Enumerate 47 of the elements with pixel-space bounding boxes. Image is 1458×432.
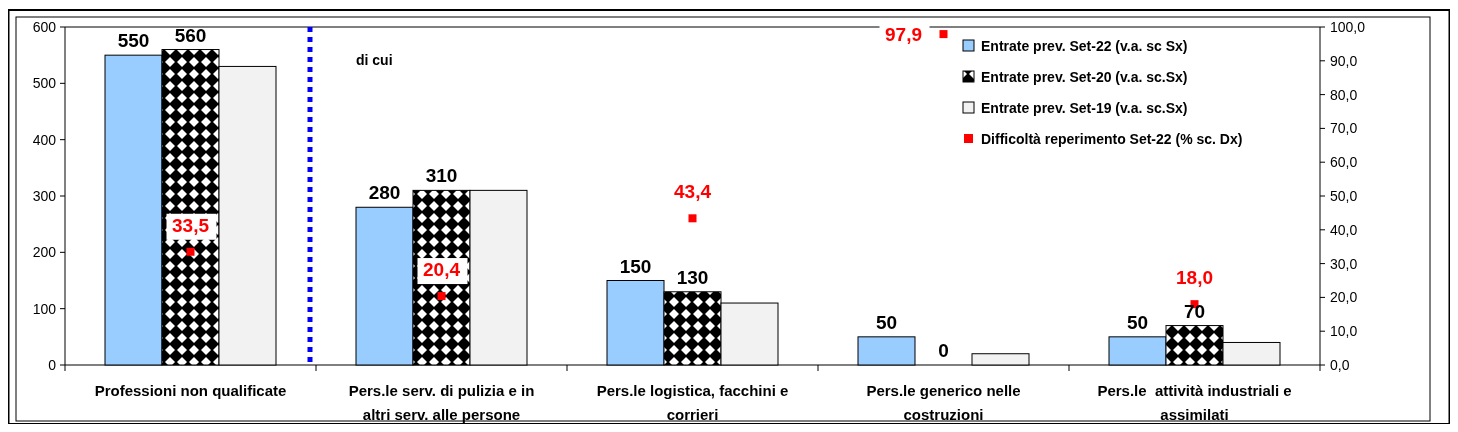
legend-label: Entrate prev. Set-19 (v.a. sc.Sx) <box>981 99 1188 116</box>
y-tick-label: 500 <box>32 75 57 92</box>
y2-tick-label: 70,0 <box>1330 120 1358 137</box>
y2-tick-label: 90,0 <box>1330 52 1358 69</box>
legend-label: Entrate prev. Set-22 (v.a. sc Sx) <box>981 37 1188 54</box>
y-tick-label: 300 <box>32 187 57 204</box>
y2-tick-label: 100,0 <box>1330 18 1366 35</box>
y2-tick-label: 0,0 <box>1330 356 1350 373</box>
data-label: 20,4 <box>423 259 461 281</box>
x-tick-label: Professioni non qualificate <box>94 382 287 399</box>
data-label: 560 <box>174 24 207 46</box>
legend-label: Entrate prev. Set-20 (v.a. sc.Sx) <box>981 68 1188 85</box>
y2-tick-label: 60,0 <box>1330 154 1358 171</box>
annotation: di cui <box>356 52 393 68</box>
x-tick-label: Pers.le attività industriali e assimilati <box>1097 382 1292 423</box>
data-label: 43,4 <box>674 181 712 203</box>
data-label: 50 <box>875 311 898 333</box>
y2-tick-label: 80,0 <box>1330 86 1358 103</box>
legend-label: Difficoltà reperimento Set-22 (% sc. Dx) <box>981 130 1243 147</box>
y-tick-label: 100 <box>32 300 57 317</box>
y2-tick-label: 50,0 <box>1330 187 1358 204</box>
x-tick-label: Pers.le generico nelle costruzioni <box>866 382 1021 423</box>
y2-tick-label: 10,0 <box>1330 323 1358 340</box>
data-label: 97,9 <box>885 24 922 46</box>
data-label: 18,0 <box>1176 267 1213 289</box>
data-label: 550 <box>117 30 150 52</box>
point <box>186 247 195 256</box>
data-label: 150 <box>619 255 652 277</box>
y2-tick-label: 30,0 <box>1330 255 1358 272</box>
x-tick-label: Pers.le logistica, facchini e corrieri <box>596 382 789 423</box>
y-tick-label: 400 <box>32 131 57 148</box>
data-label: 0 <box>938 340 949 361</box>
y-tick-label: 200 <box>32 244 57 261</box>
data-label: 280 <box>368 182 401 204</box>
point <box>939 30 948 39</box>
point <box>437 292 446 301</box>
data-label: 50 <box>1126 311 1149 333</box>
y-tick-label: 0 <box>48 356 57 373</box>
data-label: 70 <box>1183 300 1206 322</box>
x-tick-label: Pers.le serv. di pulizia e in altri serv. alle persone <box>348 382 535 423</box>
data-label: 310 <box>425 165 458 187</box>
data-label: 130 <box>676 266 709 288</box>
y-tick-label: 600 <box>32 18 57 35</box>
point <box>688 214 697 223</box>
y2-tick-label: 20,0 <box>1330 289 1358 306</box>
data-label: 33,5 <box>172 214 210 236</box>
y2-tick-label: 40,0 <box>1330 221 1358 238</box>
